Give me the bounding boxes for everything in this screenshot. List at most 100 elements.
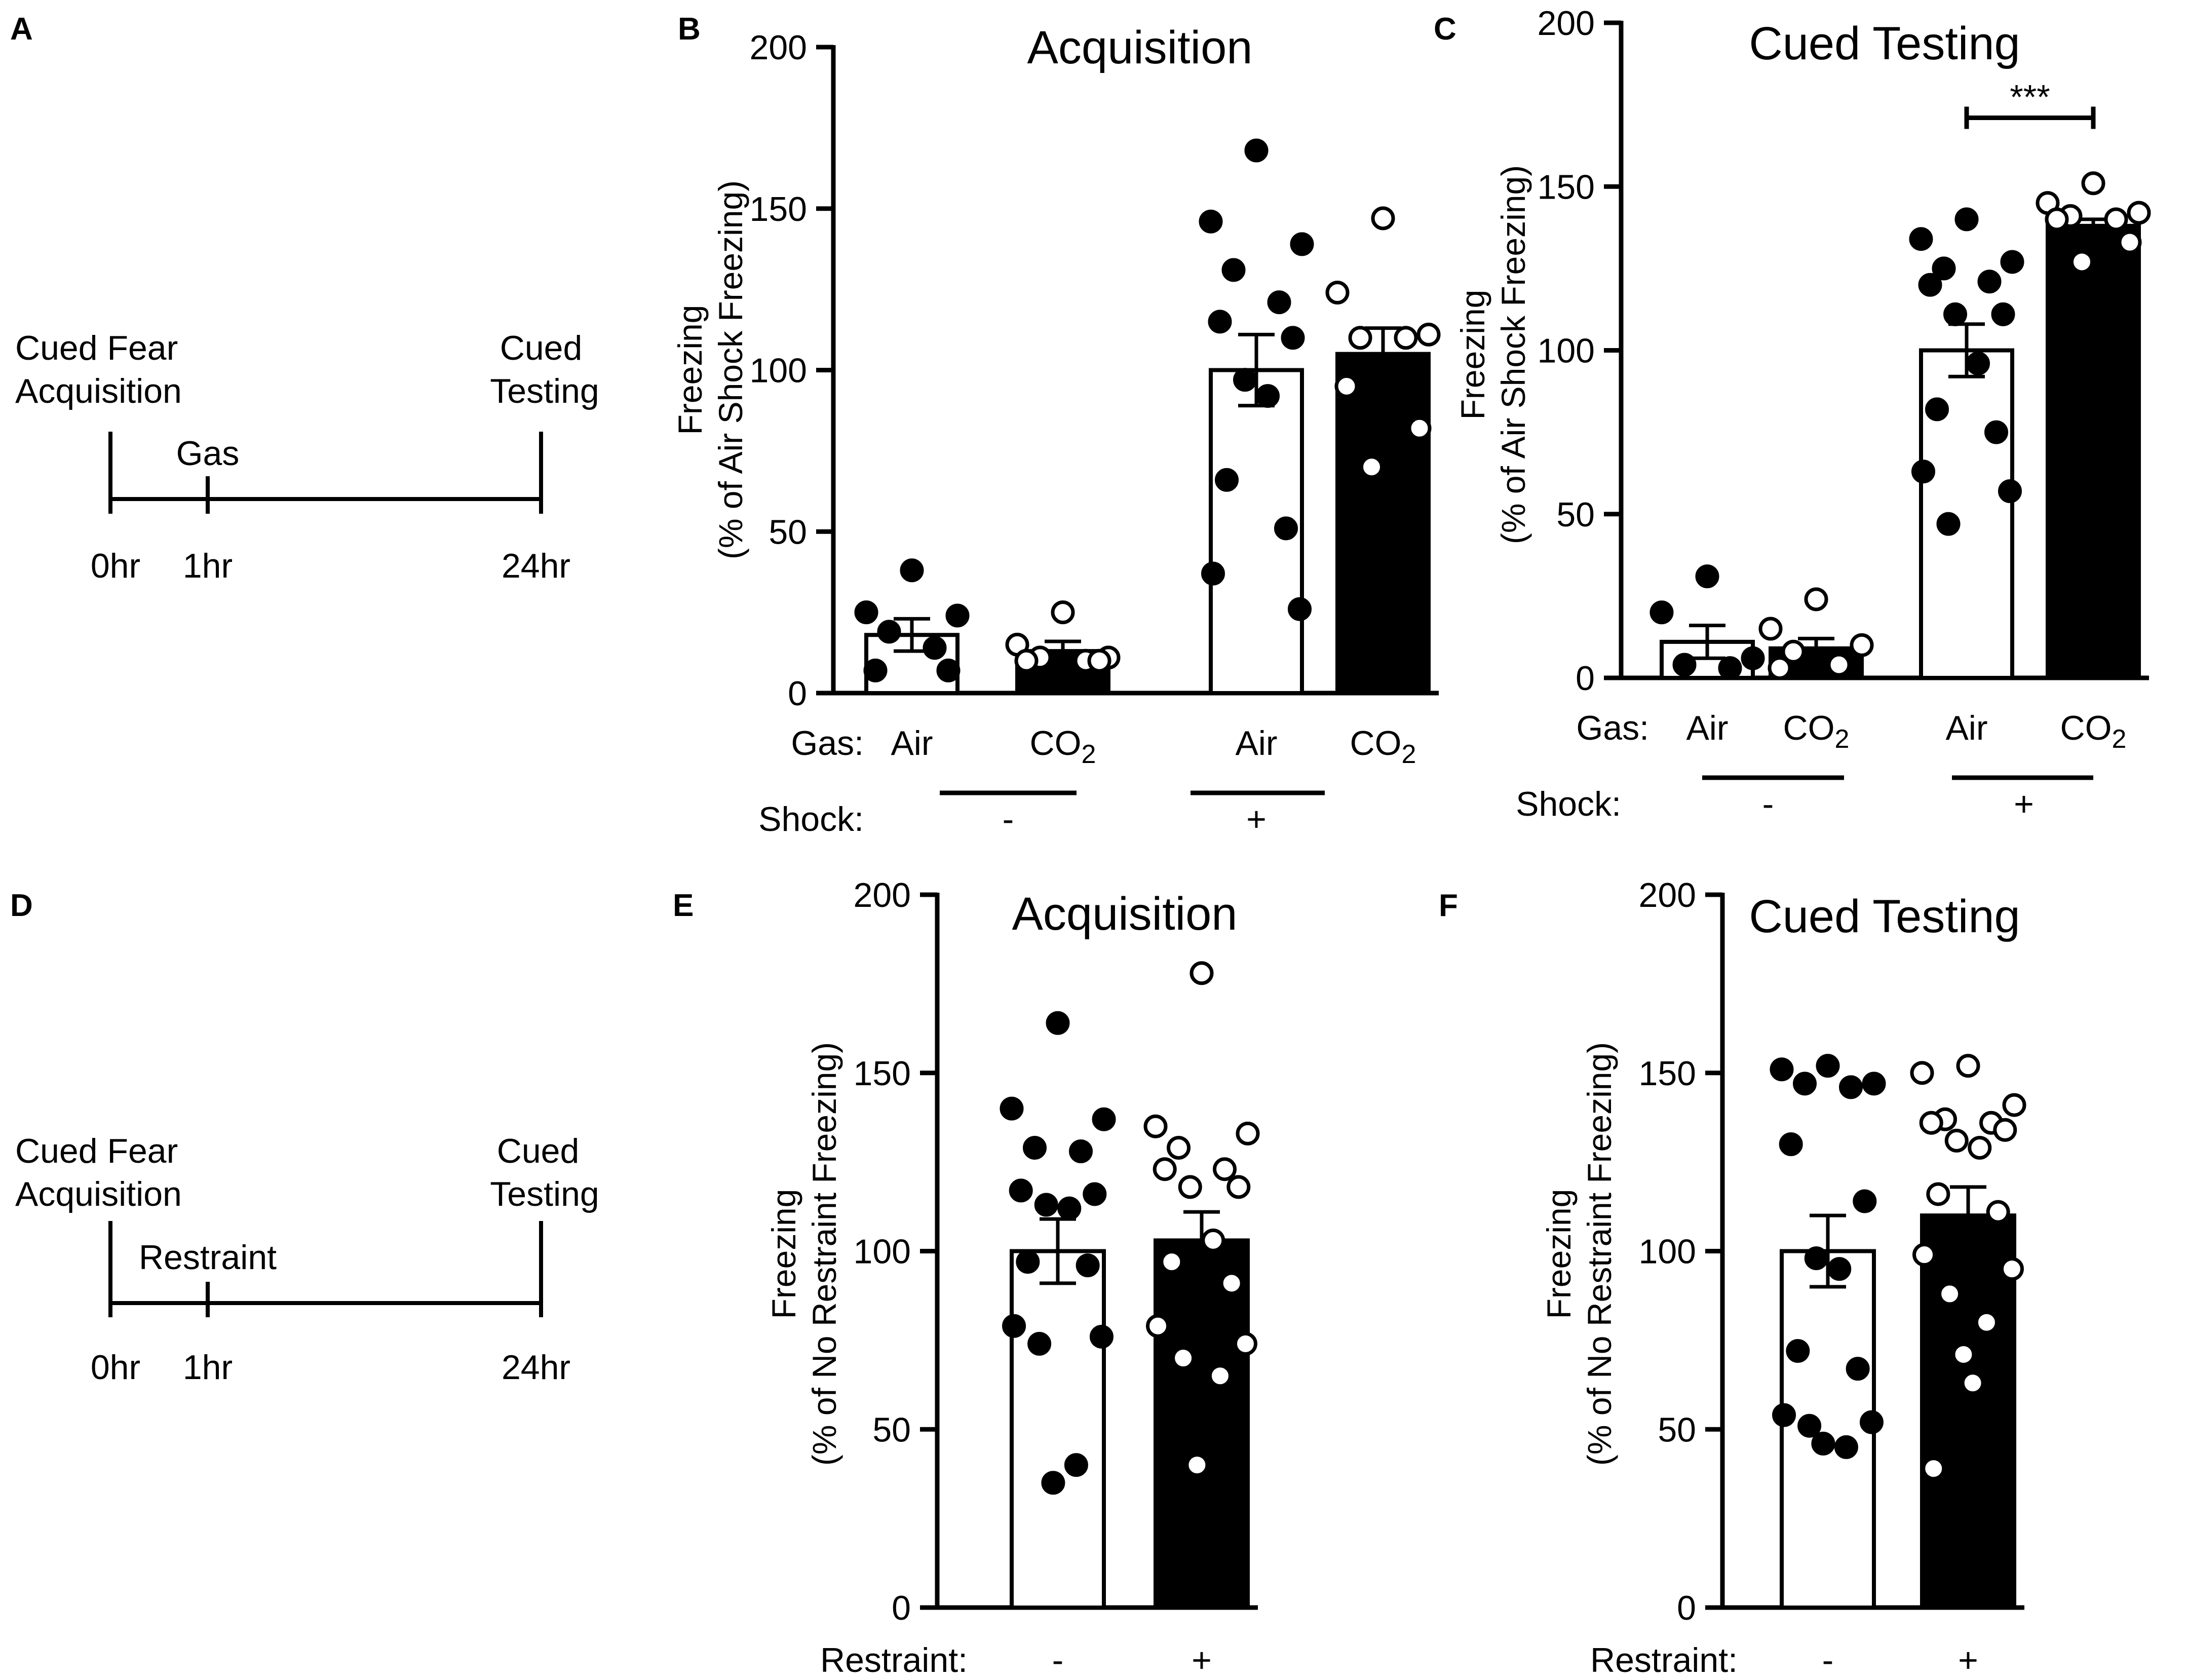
y-tick-label: 50 <box>1658 1410 1696 1449</box>
data-point <box>1910 1061 1934 1085</box>
timeline-d-end-label-2: Testing <box>490 1175 599 1213</box>
data-point <box>1000 1096 1024 1121</box>
data-point <box>936 658 961 682</box>
data-point <box>1201 1228 1225 1252</box>
data-point <box>1325 281 1350 304</box>
x-category-label: - <box>1052 1641 1064 1679</box>
x-row-label: Shock: <box>1516 785 1621 823</box>
data-point <box>1850 633 1874 657</box>
data-point <box>1911 460 1935 484</box>
data-point <box>2002 1093 2026 1117</box>
data-point <box>1846 1357 1870 1381</box>
y-tick-label: 150 <box>854 1054 911 1093</box>
data-point <box>1943 302 1967 326</box>
data-point <box>1281 326 1305 350</box>
timeline-d-t0: 0hr <box>91 1348 140 1387</box>
x-row-label: Gas: <box>791 724 864 762</box>
y-tick-label: 200 <box>1538 4 1595 43</box>
data-point <box>1797 1414 1822 1438</box>
timeline-d-start-label-1: Cued Fear <box>15 1132 178 1170</box>
data-point <box>1057 1196 1082 1220</box>
panel-label-b: B <box>678 12 701 47</box>
y-tick-label: 150 <box>1639 1054 1696 1093</box>
chart-panel-c: Cued Testing Freezing (% of Air Shock Free… <box>1454 4 2151 823</box>
y-tick-label: 100 <box>1538 332 1595 370</box>
data-point <box>1014 648 1039 673</box>
y-tick-label: 200 <box>854 876 911 914</box>
data-point <box>1816 1054 1840 1078</box>
data-point <box>1862 1072 1886 1096</box>
data-point <box>2000 250 2024 274</box>
data-point <box>1919 1111 1943 1135</box>
data-point <box>1002 1314 1026 1338</box>
x-category-label: Air <box>1945 709 1987 747</box>
data-point <box>1199 209 1223 234</box>
data-point <box>1064 1453 1088 1477</box>
data-point <box>1256 384 1280 408</box>
data-point <box>1926 1182 1950 1206</box>
y-tick-label: 150 <box>750 190 807 228</box>
data-point <box>1938 1282 1962 1306</box>
timeline-a-start-label-2: Acquisition <box>15 372 182 410</box>
y-tick-label: 200 <box>750 28 807 67</box>
data-point <box>1770 1057 1794 1082</box>
bar <box>1209 368 1304 695</box>
data-point <box>1966 351 1990 375</box>
data-point <box>1201 561 1225 586</box>
data-point <box>2045 207 2069 232</box>
x-category-label: CO2 <box>1350 724 1416 769</box>
timeline-d-end-label-1: Cued <box>497 1132 580 1170</box>
timeline-d-t1: 1hr <box>183 1348 233 1387</box>
data-point <box>1009 1178 1033 1203</box>
x-category-label: CO2 <box>1783 709 1850 754</box>
data-point <box>1288 597 1312 621</box>
data-point <box>945 603 970 628</box>
data-point <box>1853 1189 1877 1213</box>
timeline-d: Cued Fear Acquisition Cued Testing Restr… <box>15 1132 599 1387</box>
x-row-label: Shock: <box>758 800 864 838</box>
data-point <box>1360 455 1384 479</box>
data-point <box>1034 1193 1058 1217</box>
bar <box>2046 223 2141 680</box>
chart-e-title: Acquisition <box>1012 888 1238 940</box>
data-point <box>1758 617 1783 641</box>
timeline-a-t1: 1hr <box>183 547 233 585</box>
timeline-d-start-label-2: Acquisition <box>15 1175 182 1213</box>
data-point <box>1167 1135 1191 1160</box>
panel-label-f: F <box>1439 888 1458 923</box>
x-category-label: Air <box>1686 709 1728 747</box>
y-axis-label-line-1: Freezing <box>765 1189 802 1319</box>
y-tick-label: 100 <box>1639 1233 1696 1271</box>
data-point <box>1956 1054 1980 1078</box>
data-point <box>1986 1200 2010 1224</box>
panel-label-e: E <box>673 888 694 923</box>
timeline-a-t0: 0hr <box>91 547 140 585</box>
data-point <box>1394 326 1418 350</box>
y-axis-label: Freezing (% of No Restraint Freezing) <box>765 1042 843 1466</box>
data-point <box>1208 1364 1232 1388</box>
data-point <box>1236 1121 1260 1146</box>
data-point <box>1160 1250 1184 1274</box>
chart-panel-b: Acquisition Freezing (% of Air Shock Freez… <box>671 22 1441 838</box>
data-point <box>1274 516 1298 541</box>
data-point <box>1912 1243 1937 1267</box>
data-point <box>1076 1253 1100 1278</box>
y-axis-label-line-2: (% of No Restraint Freezing) <box>805 1042 843 1466</box>
timeline-a: Cued Fear Acquisition Cued Testing Gas 0… <box>15 329 599 585</box>
data-point <box>1768 656 1792 680</box>
bar <box>1780 1249 1876 1610</box>
data-point <box>1772 1403 1796 1427</box>
data-point <box>1944 1128 1969 1153</box>
x-category-label: + <box>1958 1641 1978 1679</box>
data-point <box>1859 1410 1884 1434</box>
group-label: - <box>1762 785 1774 823</box>
data-point <box>1221 258 1246 282</box>
data-point <box>1932 256 1956 281</box>
group-label: - <box>1003 800 1014 838</box>
y-tick-label: 200 <box>1639 876 1696 914</box>
group-label: + <box>2014 785 2034 823</box>
data-point <box>1083 1182 1107 1206</box>
data-point <box>1371 206 1395 231</box>
y-axis-label-line-2: (% of No Restraint Freezing) <box>1581 1042 1618 1466</box>
data-point <box>1089 1324 1114 1349</box>
